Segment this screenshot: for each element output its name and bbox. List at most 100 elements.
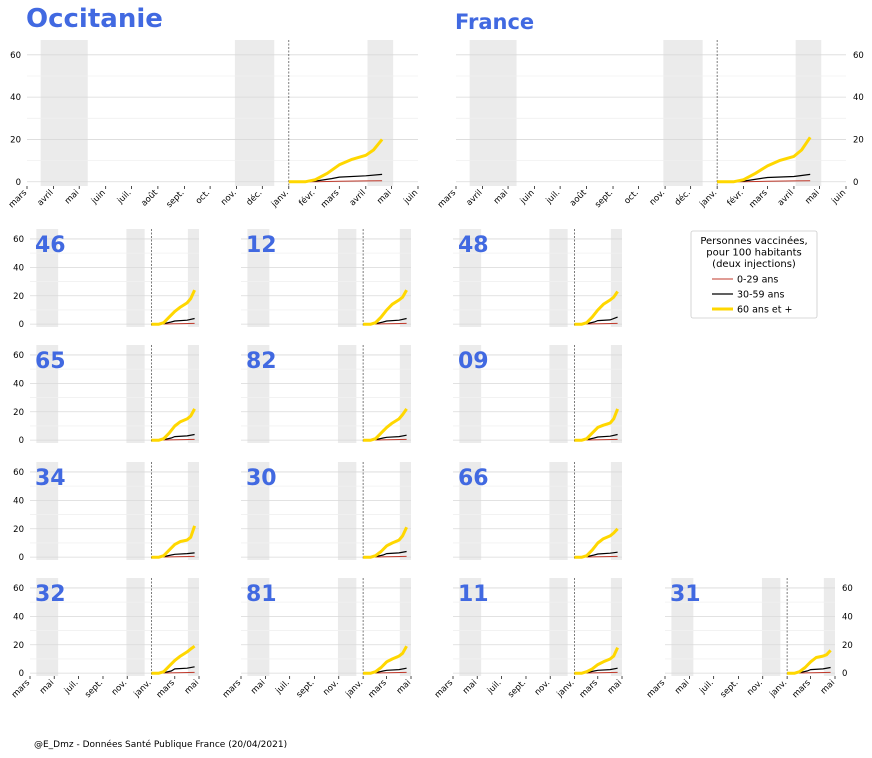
y-tick-label: 40 — [10, 93, 21, 103]
panel-label: 81 — [246, 582, 277, 607]
y-tick-label: 40 — [13, 612, 24, 622]
lockdown-shade — [187, 345, 199, 443]
y-tick-label: 60 — [13, 351, 24, 361]
x-tick-label: mai — [375, 188, 393, 206]
x-tick-label: mars — [367, 678, 390, 701]
x-tick-label: sept. — [719, 678, 741, 700]
x-tick-label: mai — [461, 678, 479, 696]
x-tick-label: juin — [89, 188, 108, 207]
x-tick-label: juin — [401, 188, 420, 207]
x-tick-label: sept. — [165, 188, 187, 210]
x-tick-label: mai — [673, 678, 691, 696]
lockdown-shade — [234, 40, 275, 186]
y-tick-label: 60 — [10, 51, 21, 61]
x-tick-label: mars — [645, 678, 668, 701]
x-tick-label: mars — [319, 188, 342, 211]
lockdown-shade — [761, 578, 781, 676]
panel-34: 0 20 40 60 34 — [13, 462, 199, 563]
y-tick-label: 0 — [19, 436, 24, 446]
panel-82: 82 — [241, 345, 411, 443]
panel-label: 48 — [458, 233, 489, 258]
x-tick-label: juil. — [115, 188, 134, 207]
lockdown-shade — [187, 229, 199, 327]
y-tick-label: 60 — [842, 584, 853, 594]
panel-label: 34 — [35, 466, 66, 491]
x-tick-label: avril — [36, 188, 56, 208]
lockdown-shade — [469, 40, 517, 186]
x-tick-label: mars — [10, 678, 33, 701]
panel-title: France — [455, 10, 534, 34]
lockdown-shade — [40, 40, 88, 186]
x-tick-label: juil. — [273, 678, 292, 697]
x-tick-label: sept. — [593, 188, 615, 210]
lockdown-shade — [126, 345, 145, 443]
lockdown-shade — [399, 229, 411, 327]
legend-box — [690, 230, 818, 319]
x-tick-label: janv. — [767, 678, 789, 700]
lockdown-shade — [337, 462, 357, 560]
y-tick-label: 20 — [10, 135, 21, 145]
series-line-60-plus — [574, 408, 619, 442]
lockdown-shade — [549, 462, 568, 560]
lockdown-shade — [610, 578, 622, 676]
panel-09: 09 — [453, 345, 622, 443]
x-tick-label: janv. — [697, 188, 719, 210]
y-tick-label: 60 — [13, 235, 24, 245]
x-tick-label: nov. — [321, 678, 341, 698]
y-tick-label: 20 — [13, 525, 24, 535]
lockdown-shade — [610, 462, 622, 560]
y-tick-label: 60 — [13, 468, 24, 478]
series-line-60-plus — [363, 408, 408, 442]
x-tick-label: mai — [492, 188, 510, 206]
panel-46: 0 20 40 60 46 — [13, 229, 199, 330]
series-line-60-plus — [151, 408, 196, 442]
x-tick-label: mai — [63, 188, 81, 206]
x-tick-label: mars — [155, 678, 178, 701]
x-tick-label: mars — [747, 188, 770, 211]
y-tick-label: 20 — [13, 641, 24, 651]
panel-label: 09 — [458, 349, 489, 374]
legend-label: 60 ans et + — [737, 305, 792, 316]
x-tick-label: mars — [791, 678, 814, 701]
x-tick-label: déc. — [672, 187, 693, 208]
series-line-60-plus — [574, 290, 619, 326]
x-tick-label: août — [139, 188, 160, 209]
y-tick-label: 0 — [853, 178, 858, 188]
panel-66: 66 — [453, 462, 622, 560]
legend-label: 0-29 ans — [737, 275, 778, 286]
x-tick-label: janv. — [269, 188, 291, 210]
x-tick-label: mai — [803, 188, 821, 206]
x-tick-label: juil. — [544, 188, 563, 207]
lockdown-shade — [549, 578, 568, 676]
lockdown-shade — [367, 40, 394, 186]
lockdown-shade — [610, 345, 622, 443]
y-tick-label: 40 — [853, 93, 864, 103]
x-tick-label: mai — [183, 678, 201, 696]
y-tick-label: 20 — [13, 408, 24, 418]
x-tick-label: nov. — [110, 678, 130, 698]
x-tick-label: mars — [7, 188, 30, 211]
x-tick-label: juil. — [485, 678, 504, 697]
panel-65: 0 20 40 60 65 — [13, 345, 199, 446]
x-tick-label: nov. — [745, 678, 765, 698]
series-line-60-plus — [574, 646, 619, 675]
y-tick-label: 40 — [13, 379, 24, 389]
panel-48: 48 — [453, 229, 622, 327]
lockdown-shade — [187, 462, 199, 560]
x-tick-label: janv. — [132, 678, 154, 700]
x-tick-label: oct. — [622, 188, 640, 206]
y-tick-label: 0 — [842, 669, 847, 679]
panel-12: 12 — [241, 229, 411, 327]
x-tick-label: août — [568, 188, 589, 209]
footer-credit: @E_Dmz - Données Santé Publique France (… — [34, 740, 288, 750]
panel-label: 31 — [670, 582, 701, 607]
x-tick-label: avril — [464, 188, 484, 208]
x-tick-label: juin — [518, 188, 537, 207]
legend: Personnes vaccinées,pour 100 habitants(d… — [690, 230, 818, 319]
panel-label: 82 — [246, 349, 277, 374]
lockdown-shade — [126, 229, 145, 327]
series-line-60-plus — [363, 526, 408, 559]
panel-label: 65 — [35, 349, 66, 374]
x-tick-label: janv. — [343, 678, 365, 700]
